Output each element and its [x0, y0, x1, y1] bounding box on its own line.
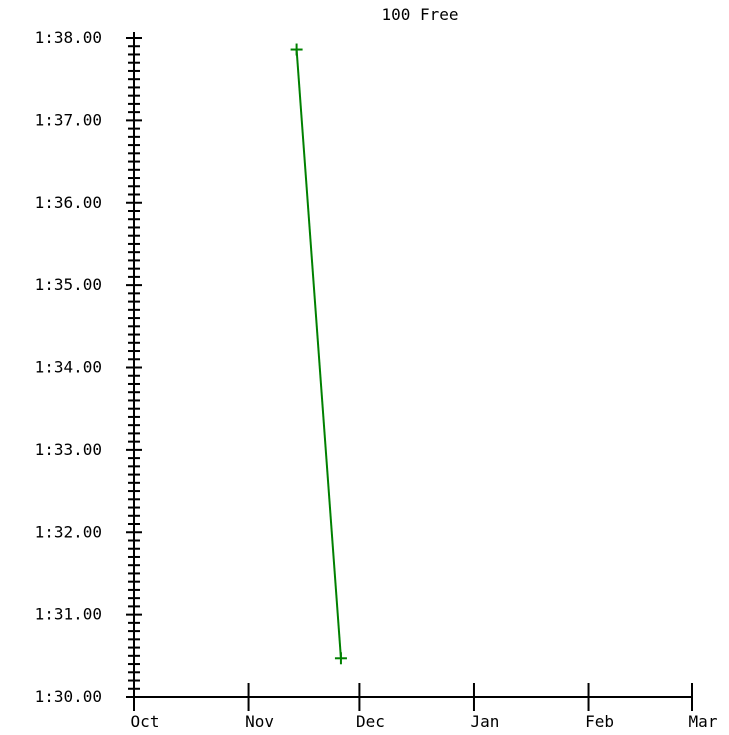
data-point-marker: [290, 43, 303, 56]
data-point-marker: [334, 652, 347, 665]
x-ticks: [133, 683, 693, 711]
y-tick-label: 1:36.00: [35, 193, 102, 212]
x-tick-labels: Oct Nov Dec Jan Feb Mar: [131, 712, 718, 731]
y-tick-label: 1:30.00: [35, 687, 102, 706]
x-tick-label: Nov: [245, 712, 274, 731]
y-tick-label: 1:38.00: [35, 28, 102, 47]
x-tick-label: Mar: [689, 712, 718, 731]
series-line: [295, 49, 342, 659]
y-minor-ticks: [126, 37, 142, 698]
y-tick-label: 1:33.00: [35, 440, 102, 459]
x-tick-label: Oct: [131, 712, 160, 731]
y-tick-label: 1:35.00: [35, 275, 102, 294]
y-tick-label: 1:37.00: [35, 110, 102, 129]
x-tick-label: Dec: [356, 712, 385, 731]
y-tick-label: 1:31.00: [35, 605, 102, 624]
y-tick-labels: 1:30.00 1:31.00 1:32.00 1:33.00 1:34.00 1:35.…: [35, 28, 102, 706]
y-tick-label: 1:34.00: [35, 358, 102, 377]
series-group: [290, 43, 347, 665]
x-tick-label: Jan: [471, 712, 500, 731]
y-tick-label: 1:32.00: [35, 522, 102, 541]
chart-title: 100 Free: [381, 5, 458, 24]
x-tick-label: Feb: [585, 712, 614, 731]
